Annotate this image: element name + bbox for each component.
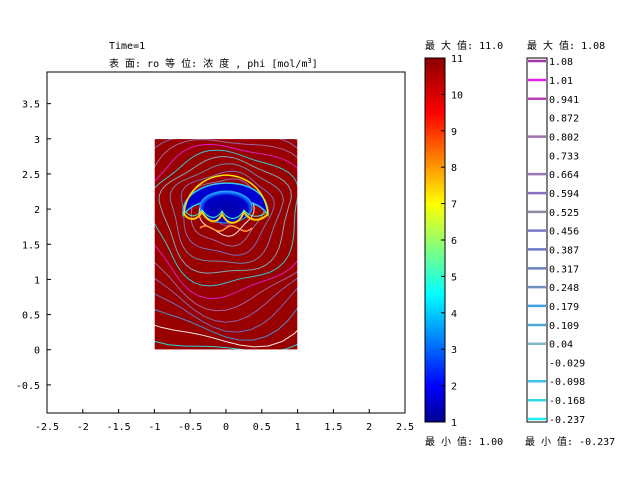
- contour-legend-label: 0.941: [549, 95, 579, 106]
- surface-plot: [154, 138, 298, 350]
- y-axis: 3.5 3 2.5 2 1.5 1 0.5 0 -0.5: [16, 100, 51, 392]
- y-tick-label: -0.5: [16, 381, 40, 392]
- x-tick-label: 1.5: [324, 422, 342, 433]
- contour-min-label: 最 小 值: -0.237: [525, 435, 615, 448]
- x-tick-label: -0.5: [178, 422, 202, 433]
- phi-contour-line: [154, 143, 298, 299]
- surface-colorbar-label: 11: [451, 54, 463, 65]
- chart-title-suffix: ]: [312, 59, 318, 70]
- contour-legend-label: 0.733: [549, 151, 579, 162]
- contour-legend-label: 0.594: [549, 189, 579, 200]
- contour-legend-label: 0.317: [549, 264, 579, 275]
- chart-title-description: 表 面: ro 等 位: 浓 度 , phi [mol/m3]: [109, 57, 318, 70]
- contour-legend-levels: 1.08 1.01 0.941 0.872 0.802 0.733 0.664 0.594 0.…: [528, 57, 585, 426]
- contour-legend-label: -0.168: [549, 396, 585, 407]
- contour-legend-label: 0.04: [549, 340, 573, 351]
- y-tick-label: 1: [34, 275, 40, 286]
- contour-legend-label: 0.387: [549, 245, 579, 256]
- surface-colorbar-label: 3: [451, 345, 457, 356]
- contour-legend-label: 0.525: [549, 208, 579, 219]
- phi-contours: [154, 138, 298, 350]
- contour-legend-label: 0.456: [549, 227, 579, 238]
- x-tick-label: 2.5: [396, 422, 414, 433]
- phi-contour-line: [154, 139, 298, 312]
- y-tick-label: 0.5: [22, 311, 40, 322]
- surface-colorbar-label: 8: [451, 163, 457, 174]
- surface-colorbar-ticks: 11 10 9 8 7 6 5 4 3 2 1: [441, 54, 463, 429]
- x-tick-label: -1.5: [107, 422, 131, 433]
- phi-contour-line: [180, 170, 275, 256]
- phi-contour-line: [154, 138, 298, 323]
- phi-contour-line: [158, 156, 292, 274]
- contour-legend-label: -0.029: [549, 358, 585, 369]
- contour-max-label: 最 大 值: 1.08: [527, 39, 605, 52]
- surface-max-label: 最 大 值: 11.0: [425, 39, 503, 52]
- y-tick-label: 3.5: [22, 100, 40, 111]
- droplet-core: [199, 190, 253, 224]
- x-tick-label: 2: [366, 422, 372, 433]
- contour-legend-label: 0.109: [549, 321, 579, 332]
- x-tick-label: 0: [223, 422, 229, 433]
- surface-colorbar-label: 2: [451, 382, 457, 393]
- surface-colorbar-label: 6: [451, 236, 457, 247]
- phi-contour-line: [154, 149, 298, 287]
- y-tick-label: 2.5: [22, 170, 40, 181]
- x-axis: -2.5 -2 -1.5 -1 -0.5 0 0.5 1 1.5 2 2.5: [35, 409, 414, 433]
- y-tick-label: 0: [34, 346, 40, 357]
- surface-colorbar-label: 10: [451, 90, 463, 101]
- x-tick-label: 1: [295, 422, 301, 433]
- chart-title-text: 表 面: ro 等 位: 浓 度 , phi [mol/m: [109, 57, 307, 70]
- y-tick-label: 3: [34, 135, 40, 146]
- phi-contour-line: [169, 163, 284, 264]
- contour-legend-label: 0.664: [549, 170, 579, 181]
- phi-contour-line: [154, 307, 298, 341]
- droplet-interface-outer: [183, 174, 269, 215]
- chart-title-superscript: 3: [307, 57, 311, 65]
- contour-legend-label: 0.248: [549, 283, 579, 294]
- phi-contour-line: [154, 324, 298, 348]
- surface-colorbar-label: 1: [451, 418, 457, 429]
- surface-colorbar-label: 4: [451, 309, 457, 320]
- chart-title-time: Time=1: [109, 41, 145, 52]
- contour-legend-label: -0.098: [549, 377, 585, 388]
- contour-legend-label: 1.01: [549, 76, 573, 87]
- contour-legend-label: 0.802: [549, 133, 579, 144]
- contour-legend-label: 0.872: [549, 114, 579, 125]
- domain-border: [154, 138, 298, 351]
- x-tick-label: -2.5: [35, 422, 59, 433]
- surface-min-label: 最 小 值: 1.00: [425, 435, 503, 448]
- phi-contour-line: [154, 138, 298, 333]
- droplet-fringe-inner: [185, 209, 267, 219]
- x-tick-label: -1: [148, 422, 160, 433]
- contour-legend-label: 1.08: [549, 57, 573, 68]
- x-tick-label: -2: [77, 422, 89, 433]
- droplet-wake: [199, 225, 253, 232]
- surface-colorbar-label: 7: [451, 200, 457, 211]
- contour-legend-label: -0.237: [549, 415, 585, 426]
- surface-colorbar-label: 9: [451, 127, 457, 138]
- contour-legend-label: 0.179: [549, 302, 579, 313]
- droplet-fringe: [183, 209, 269, 224]
- x-tick-label: 0.5: [253, 422, 271, 433]
- y-tick-label: 2: [34, 205, 40, 216]
- contour-legend: [526, 57, 548, 423]
- surface-colorbar-label: 5: [451, 272, 457, 283]
- y-tick-label: 1.5: [22, 240, 40, 251]
